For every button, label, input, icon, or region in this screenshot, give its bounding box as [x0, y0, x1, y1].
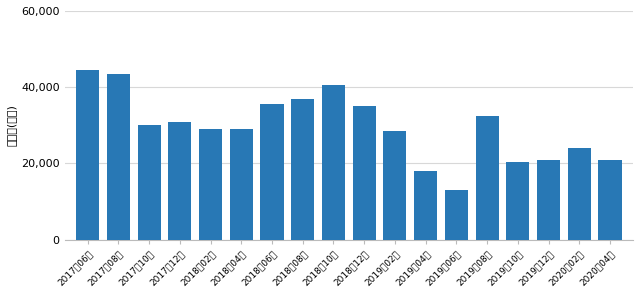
- Bar: [230, 129, 253, 240]
- Bar: [476, 116, 499, 240]
- Bar: [322, 85, 345, 240]
- Bar: [138, 125, 161, 240]
- Bar: [291, 99, 314, 240]
- Bar: [168, 121, 191, 240]
- Bar: [353, 106, 376, 240]
- Bar: [537, 160, 560, 240]
- Bar: [260, 104, 284, 240]
- Bar: [383, 131, 406, 240]
- Bar: [568, 148, 591, 240]
- Bar: [598, 160, 621, 240]
- Bar: [445, 190, 468, 240]
- Bar: [506, 162, 529, 240]
- Bar: [199, 129, 222, 240]
- Bar: [76, 70, 99, 240]
- Y-axis label: 거래량(건수): 거래량(건수): [7, 104, 17, 146]
- Bar: [414, 171, 437, 240]
- Bar: [107, 74, 130, 240]
